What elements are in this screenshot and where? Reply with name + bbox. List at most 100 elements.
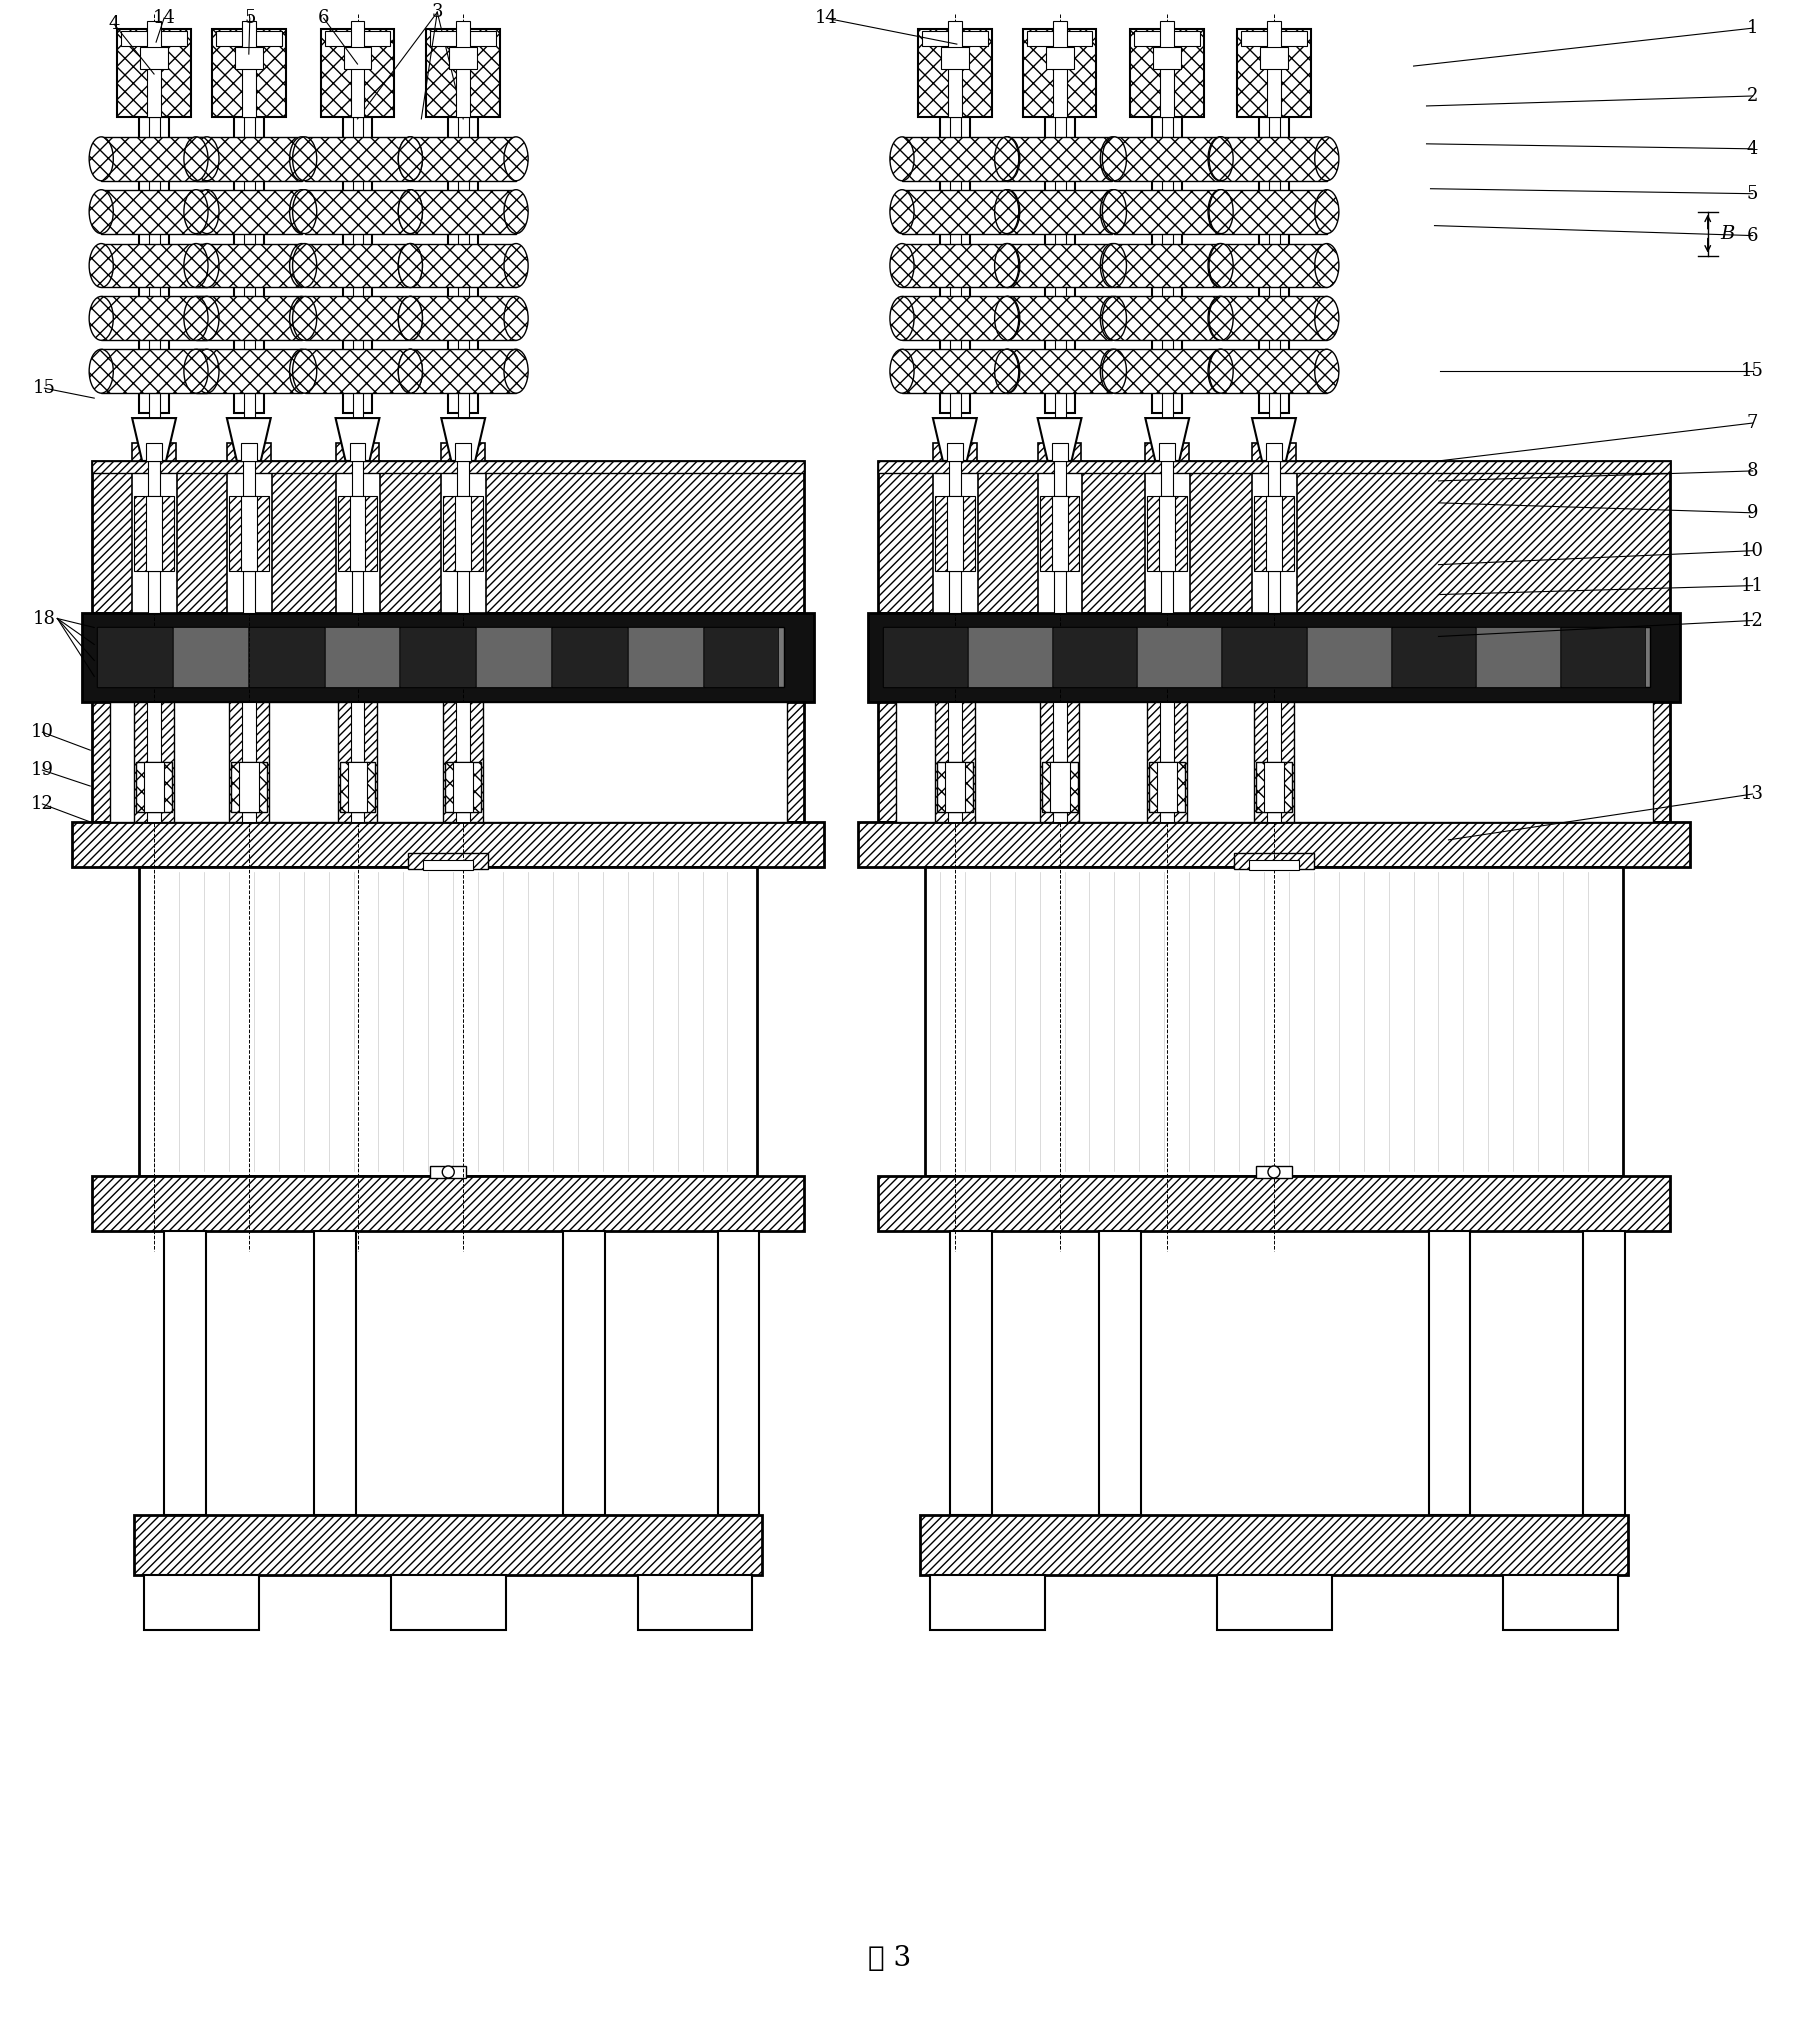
Polygon shape [135, 701, 174, 823]
Polygon shape [101, 137, 207, 180]
Polygon shape [72, 823, 823, 867]
Polygon shape [228, 495, 268, 570]
Polygon shape [234, 117, 264, 412]
Polygon shape [1260, 46, 1287, 69]
Polygon shape [92, 461, 804, 612]
Ellipse shape [293, 190, 316, 234]
Polygon shape [1135, 30, 1199, 46]
Ellipse shape [90, 297, 113, 340]
Polygon shape [1392, 627, 1476, 687]
Polygon shape [458, 117, 469, 453]
Ellipse shape [289, 245, 313, 287]
Polygon shape [1266, 443, 1282, 461]
Polygon shape [441, 418, 485, 461]
Polygon shape [1037, 443, 1081, 461]
Ellipse shape [1102, 190, 1127, 234]
Polygon shape [304, 137, 410, 180]
Ellipse shape [503, 350, 529, 394]
Polygon shape [92, 701, 804, 823]
Polygon shape [1039, 701, 1079, 823]
Polygon shape [131, 461, 176, 612]
Polygon shape [138, 867, 757, 1176]
Polygon shape [1221, 137, 1327, 180]
Polygon shape [212, 28, 286, 117]
Polygon shape [430, 30, 496, 46]
Polygon shape [948, 20, 962, 117]
Polygon shape [196, 137, 302, 180]
Ellipse shape [994, 137, 1019, 180]
Polygon shape [347, 762, 367, 812]
Polygon shape [1052, 627, 1136, 687]
Polygon shape [935, 701, 975, 823]
Polygon shape [410, 137, 516, 180]
Polygon shape [1582, 1231, 1625, 1516]
Polygon shape [426, 28, 500, 117]
Polygon shape [304, 245, 410, 287]
Polygon shape [476, 627, 550, 687]
Polygon shape [935, 495, 975, 570]
Polygon shape [227, 418, 271, 461]
Polygon shape [1266, 495, 1282, 570]
Polygon shape [948, 701, 962, 823]
Polygon shape [457, 461, 469, 612]
Polygon shape [638, 1574, 752, 1629]
Polygon shape [1052, 701, 1066, 823]
Ellipse shape [399, 245, 423, 287]
Polygon shape [933, 461, 978, 612]
Polygon shape [146, 443, 162, 461]
Polygon shape [1160, 495, 1176, 570]
Polygon shape [1145, 461, 1190, 612]
Polygon shape [1429, 1231, 1471, 1516]
Ellipse shape [890, 245, 913, 287]
Polygon shape [135, 495, 174, 570]
Ellipse shape [399, 297, 423, 340]
Ellipse shape [90, 137, 113, 180]
Polygon shape [1115, 297, 1221, 340]
Polygon shape [949, 117, 960, 453]
Polygon shape [446, 762, 482, 812]
Text: 1: 1 [1748, 18, 1758, 36]
Polygon shape [924, 867, 1624, 1176]
Polygon shape [147, 461, 160, 612]
Polygon shape [948, 495, 962, 570]
Polygon shape [408, 853, 487, 869]
Polygon shape [1221, 297, 1327, 340]
Text: 14: 14 [814, 10, 838, 26]
Polygon shape [1160, 443, 1176, 461]
Text: 18: 18 [32, 610, 56, 627]
Polygon shape [101, 245, 207, 287]
Ellipse shape [194, 137, 219, 180]
Polygon shape [552, 627, 628, 687]
Polygon shape [216, 30, 282, 46]
Polygon shape [1561, 627, 1645, 687]
Polygon shape [1037, 461, 1082, 612]
Polygon shape [1007, 350, 1113, 394]
Polygon shape [164, 1231, 207, 1516]
Ellipse shape [399, 297, 423, 340]
Text: 12: 12 [1740, 612, 1764, 629]
Text: 3: 3 [432, 4, 442, 20]
Polygon shape [325, 30, 390, 46]
Ellipse shape [994, 190, 1019, 234]
Ellipse shape [1208, 350, 1233, 394]
Polygon shape [1007, 297, 1113, 340]
Polygon shape [304, 297, 410, 340]
Polygon shape [1217, 1574, 1332, 1629]
Polygon shape [1476, 627, 1561, 687]
Polygon shape [1268, 461, 1280, 612]
Ellipse shape [1208, 137, 1232, 180]
Polygon shape [1037, 418, 1081, 461]
Polygon shape [1268, 20, 1280, 117]
Polygon shape [933, 443, 976, 461]
Polygon shape [940, 46, 969, 69]
Polygon shape [1052, 20, 1066, 117]
Polygon shape [343, 117, 372, 412]
Ellipse shape [289, 137, 313, 180]
Text: 15: 15 [1740, 362, 1764, 380]
Ellipse shape [1100, 297, 1124, 340]
Polygon shape [92, 461, 804, 473]
Polygon shape [173, 627, 248, 687]
Polygon shape [940, 117, 969, 412]
Polygon shape [410, 190, 516, 234]
Polygon shape [228, 701, 268, 823]
